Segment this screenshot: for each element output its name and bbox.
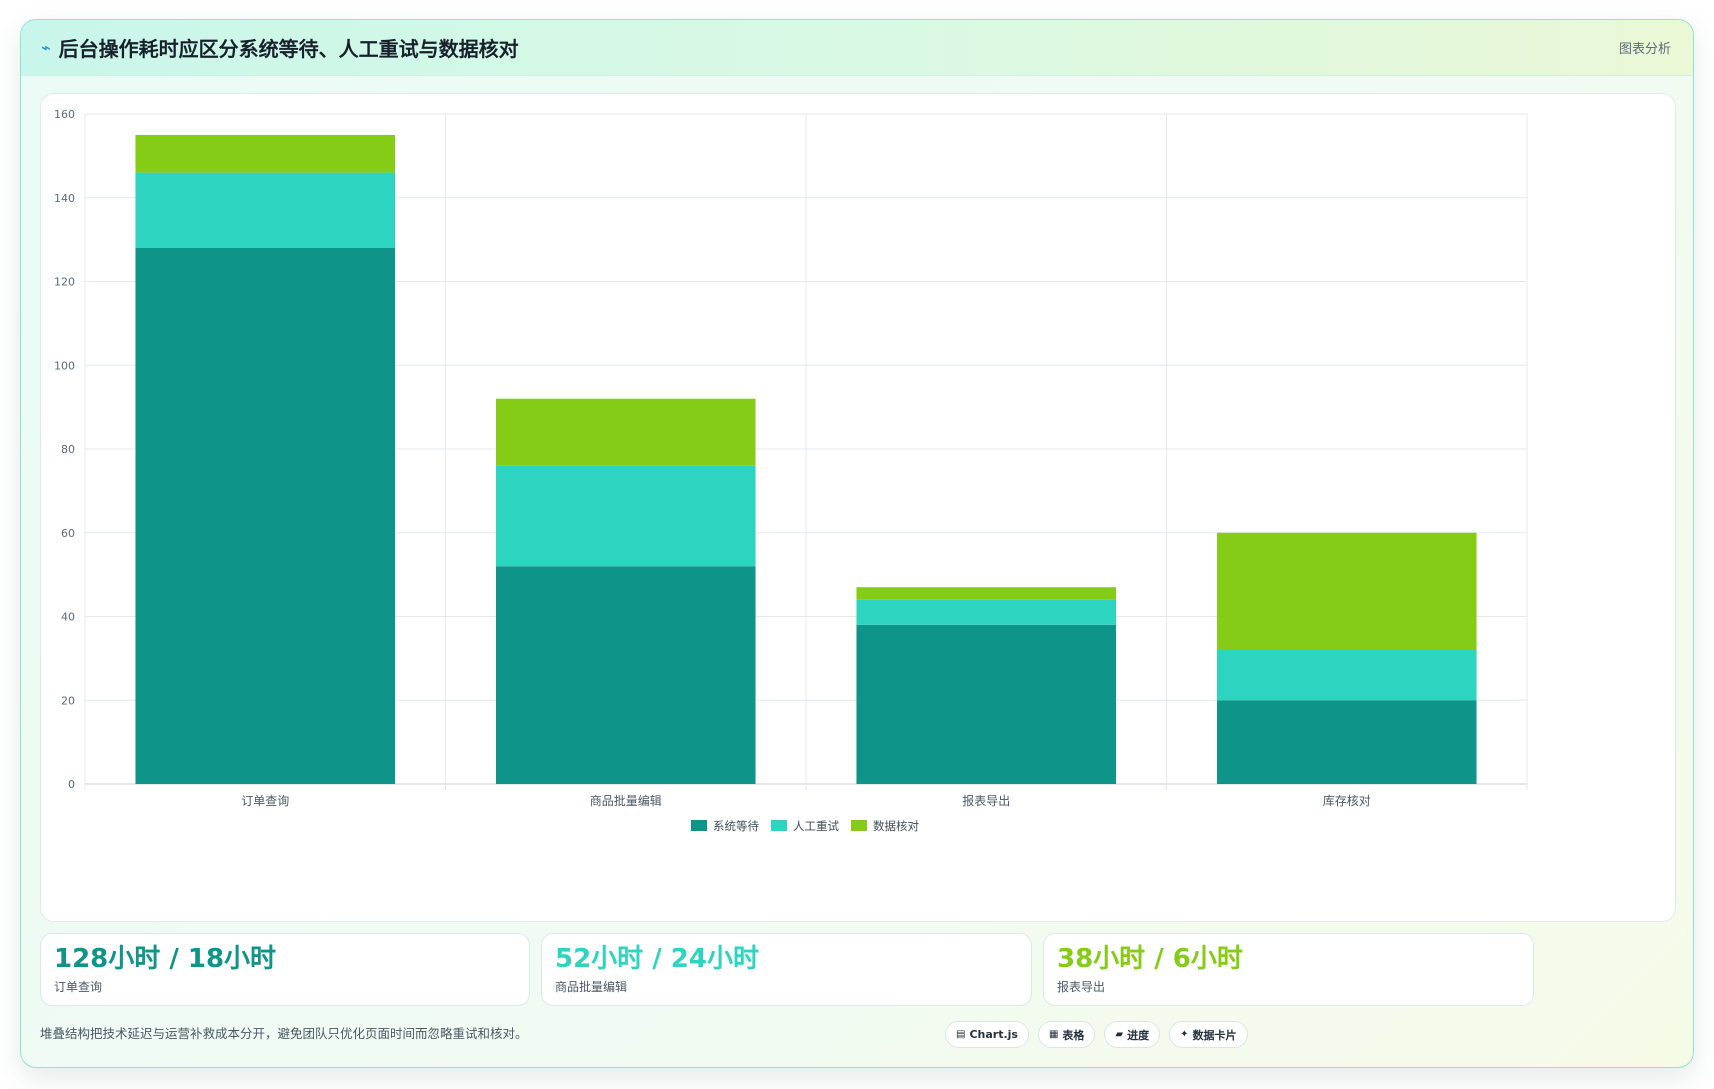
stat-value: 52小时 / 24小时 [555,944,759,974]
bar-segment [856,624,1117,784]
bar-segment [495,465,756,567]
header-tag: 图表分析 [1618,42,1671,57]
bar-segment [135,172,396,248]
stat-label: 报表导出 [1057,980,1106,994]
x-tick-label: 订单查询 [241,794,289,808]
x-tick-label: 商品批量编辑 [590,793,662,808]
trend-icon: ⌁ [41,38,51,57]
bar-segment [1216,700,1477,784]
footer-note: 堆叠结构把技术延迟与运营补救成本分开，避免团队只优化页面时间而忽略重试和核对。 [40,1026,528,1041]
stat-value: 128小时 / 18小时 [54,944,277,974]
y-tick-label: 160 [54,108,75,121]
chip-chartjs[interactable]: ▤ Chart.js [945,1021,1029,1048]
chip-table[interactable]: ▦ 表格 [1037,1021,1096,1048]
legend-label: 系统等待 [713,819,759,833]
bar-segment [856,599,1117,625]
stat-label: 商品批量编辑 [555,980,628,994]
legend-swatch [771,820,787,831]
legend-label: 人工重试 [793,819,839,833]
chip-label: 进度 [1127,1028,1150,1042]
chart-icon: ▤ [956,1029,966,1040]
x-tick-label: 库存核对 [1323,793,1371,808]
chip-progress[interactable]: ▰ 进度 [1104,1021,1161,1048]
y-tick-label: 80 [61,443,75,456]
y-tick-label: 0 [68,778,75,791]
y-tick-label: 140 [54,192,75,205]
y-tick-label: 100 [54,359,75,372]
progress-icon: ▰ [1115,1029,1124,1040]
bar-segment [1216,532,1477,650]
stat-card-batch-edit: 52小时 / 24小时 商品批量编辑 [541,933,1032,1006]
x-tick-label: 报表导出 [962,793,1010,808]
bar-segment [495,566,756,784]
legend-swatch [851,820,867,831]
stat-label: 订单查询 [54,980,103,994]
stacked-bar-chart: 0 20 40 60 80 100 120 140 160 订单查询 商品批量编辑 报表导出 库存核对系… [54,108,1528,833]
data-card-icon: ✦ [1180,1029,1189,1040]
y-tick-label: 60 [61,527,75,540]
stat-card-order-query: 128小时 / 18小时 订单查询 [40,933,530,1006]
y-tick-label: 20 [61,694,75,707]
bar-segment [135,248,396,784]
bar-segment [1216,650,1477,701]
stat-value: 38小时 / 6小时 [1057,944,1243,974]
chart-card: ⌁ 后台操作耗时应区分系统等待、人工重试与数据核对 图表分析 0 20 40 60 80… [20,19,1694,1068]
chip-data-card[interactable]: ✦ 数据卡片 [1169,1021,1248,1048]
chart-title: 后台操作耗时应区分系统等待、人工重试与数据核对 [58,37,519,61]
y-tick-label: 40 [61,611,75,624]
legend-swatch [691,820,707,831]
title-group: ⌁ 后台操作耗时应区分系统等待、人工重试与数据核对 [41,33,519,62]
tag-chips: ▤ Chart.js ▦ 表格 ▰ 进度 ✦ 数据卡片 [945,1021,1248,1048]
y-tick-label: 120 [54,276,75,289]
bar-segment [495,398,756,466]
chip-label: 表格 [1062,1028,1085,1042]
table-icon: ▦ [1048,1029,1059,1040]
stat-card-report-export: 38小时 / 6小时 报表导出 [1043,933,1534,1006]
chart-panel: 0 20 40 60 80 100 120 140 160 订单查询 商品批量编辑 报表导出 库存核对系… [40,93,1676,922]
legend-label: 数据核对 [873,819,919,833]
chip-label: Chart.js [969,1028,1018,1041]
bar-segment [135,134,396,173]
card-header: ⌁ 后台操作耗时应区分系统等待、人工重试与数据核对 图表分析 [21,20,1693,76]
bar-segment [856,587,1117,600]
chip-label: 数据卡片 [1192,1028,1237,1042]
